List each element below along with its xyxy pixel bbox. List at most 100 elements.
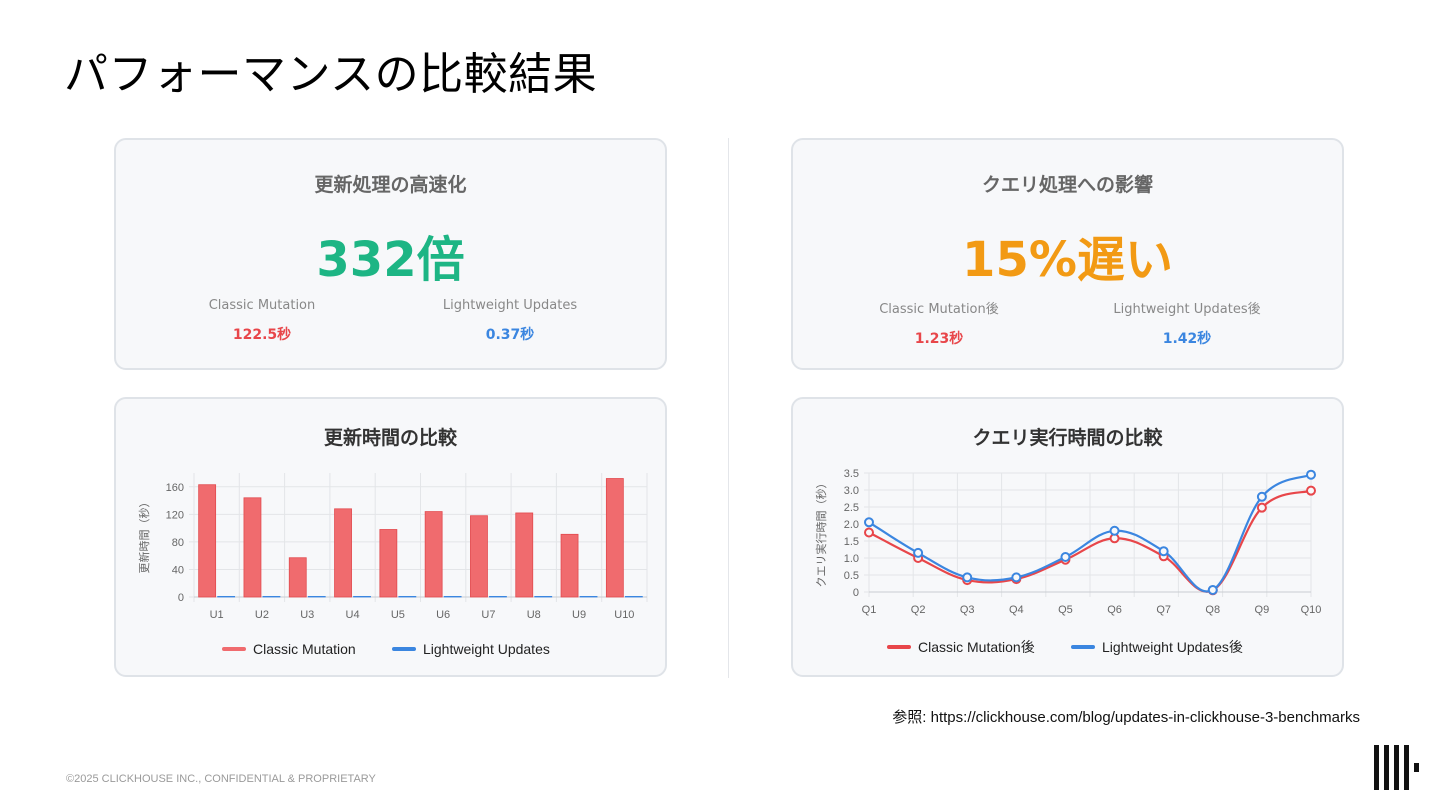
copyright-footer: ©2025 CLICKHOUSE INC., CONFIDENTIAL & PR… <box>66 773 376 785</box>
point-lightweight <box>1306 469 1316 480</box>
bar-classic <box>288 557 307 598</box>
x-tick-label: U6 <box>436 609 450 621</box>
y-tick-label: 2.0 <box>844 519 859 531</box>
legend-label: Classic Mutation後 <box>918 639 1035 655</box>
lightweight-updates-after-value: 1.42秒 <box>1162 331 1212 347</box>
bar-classic <box>470 515 488 598</box>
lightweight-updates-after-label: Lightweight Updates後 <box>1113 302 1261 317</box>
update-time-chart-card: 更新時間の比較 0 40 80 120 160 U1 U2 U3 U4 U5 U6 U7 U8 U9 U10… <box>114 397 667 677</box>
slide-title: パフォーマンスの比較結果 <box>64 49 598 100</box>
x-tick-label: U10 <box>614 609 634 621</box>
classic-mutation-value: 122.5秒 <box>232 327 292 343</box>
update-time-chart-title: 更新時間の比較 <box>323 427 457 449</box>
classic-mutation-stat: Classic Mutation 122.5秒 <box>152 298 372 344</box>
bar-lightweight <box>489 595 507 598</box>
point-classic <box>864 527 874 538</box>
x-tick-label: Q8 <box>1205 604 1220 616</box>
query-time-line-chart: 0 0.5 1.0 1.5 2.0 2.5 3.0 3.5 Q1 Q2 Q3 Q4 Q5 Q6 Q7 Q8 Q9… <box>814 468 1322 655</box>
line-classic <box>868 489 1312 593</box>
point-lightweight <box>962 572 973 583</box>
bar-lightweight <box>579 595 598 598</box>
x-tick-label: Q1 <box>862 604 877 616</box>
x-tick-label: Q5 <box>1058 604 1073 616</box>
y-tick-label: 0.5 <box>844 570 859 582</box>
x-tick-label: U2 <box>255 609 269 621</box>
x-tick-label: Q2 <box>911 604 926 616</box>
x-tick-label: Q10 <box>1301 604 1322 616</box>
line-lightweight <box>868 473 1312 593</box>
y-tick-label: 3.5 <box>844 468 859 480</box>
x-tick-label: U4 <box>346 609 360 621</box>
query-time-chart-card: クエリ実行時間の比較 0 0.5 1.0 1.5 2.0 2.5 3.0 3.5 Q1 Q2 Q3 Q… <box>791 397 1344 677</box>
bar-lightweight <box>307 595 326 598</box>
bar-classic <box>379 529 398 598</box>
y-tick-label: 160 <box>166 482 184 494</box>
y-tick-label: 40 <box>172 564 184 576</box>
bar-lightweight <box>443 595 462 598</box>
bar-classic <box>334 508 352 598</box>
y-tick-label: 1.5 <box>844 536 859 548</box>
legend-label: Lightweight Updates後 <box>1102 639 1243 655</box>
y-tick-label: 2.5 <box>844 502 859 514</box>
point-classic <box>1306 485 1316 496</box>
point-lightweight <box>1158 546 1169 557</box>
point-classic <box>1256 502 1267 513</box>
update-speed-title: 更新処理の高速化 <box>314 174 467 196</box>
x-tick-label: U9 <box>572 609 586 621</box>
legend-label: Classic Mutation <box>253 641 356 657</box>
y-tick-label: 0 <box>853 587 859 599</box>
bar-lightweight <box>262 595 281 598</box>
x-tick-label: U7 <box>481 609 495 621</box>
update-speed-card: 更新処理の高速化 332倍 Classic Mutation 122.5秒 Li… <box>114 138 667 370</box>
bar-classic <box>198 484 217 598</box>
x-tick-label: Q4 <box>1009 604 1024 616</box>
y-tick-label: 3.0 <box>844 485 859 497</box>
bar-classic <box>515 512 534 598</box>
legend-label: Lightweight Updates <box>423 641 550 657</box>
query-impact-card: クエリ処理への影響 15%遅い Classic Mutation後 1.23秒 … <box>791 138 1344 370</box>
bar-classic <box>424 511 443 598</box>
query-impact-title: クエリ処理への影響 <box>981 174 1153 196</box>
bar-lightweight <box>398 595 417 598</box>
query-time-chart-title: クエリ実行時間の比較 <box>972 427 1163 449</box>
bar-lightweight <box>217 595 236 598</box>
x-tick-label: Q6 <box>1107 604 1122 616</box>
lightweight-updates-after-stat: Lightweight Updates後 1.42秒 <box>1077 298 1297 348</box>
x-tick-label: Q7 <box>1156 604 1171 616</box>
bar-classic <box>243 497 262 598</box>
x-tick-label: U1 <box>210 609 224 621</box>
point-lightweight <box>1060 551 1071 562</box>
classic-mutation-after-stat: Classic Mutation後 1.23秒 <box>829 298 1049 348</box>
lightweight-updates-label: Lightweight Updates <box>442 298 578 313</box>
bar-classic <box>605 478 624 598</box>
lightweight-updates-value: 0.37秒 <box>485 327 535 343</box>
lightweight-updates-stat: Lightweight Updates 0.37秒 <box>400 298 620 344</box>
point-lightweight <box>1011 572 1022 583</box>
column-divider <box>728 138 729 678</box>
x-tick-label: U3 <box>300 609 314 621</box>
bar-lightweight <box>624 595 643 598</box>
x-tick-label: Q9 <box>1255 604 1270 616</box>
classic-mutation-after-value: 1.23秒 <box>914 331 964 347</box>
x-tick-label: U5 <box>391 609 405 621</box>
bar-lightweight <box>353 595 371 598</box>
classic-mutation-after-label: Classic Mutation後 <box>879 302 999 317</box>
point-lightweight <box>1256 491 1267 502</box>
y-axis-label: 更新時間（秒） <box>137 497 151 574</box>
y-tick-label: 80 <box>172 537 184 549</box>
point-lightweight <box>913 547 924 558</box>
classic-mutation-label: Classic Mutation <box>208 298 316 313</box>
point-lightweight <box>864 517 874 528</box>
bar-classic <box>560 533 579 598</box>
y-tick-label: 120 <box>166 509 184 521</box>
query-impact-value: 15%遅い <box>962 232 1173 288</box>
update-speed-value: 332倍 <box>316 232 465 288</box>
reference-link[interactable]: 参照: https://clickhouse.com/blog/updates-… <box>892 709 1360 726</box>
y-tick-label: 0 <box>178 592 184 604</box>
point-lightweight <box>1207 584 1218 595</box>
x-tick-label: Q3 <box>960 604 975 616</box>
y-axis-label: クエリ実行時間（秒） <box>814 478 828 588</box>
update-time-bar-chart: 0 40 80 120 160 U1 U2 U3 U4 U5 U6 U7 U8 U9 U10 更新時間（秒） C… <box>137 473 648 657</box>
x-tick-label: U8 <box>527 609 541 621</box>
point-lightweight <box>1109 525 1120 536</box>
